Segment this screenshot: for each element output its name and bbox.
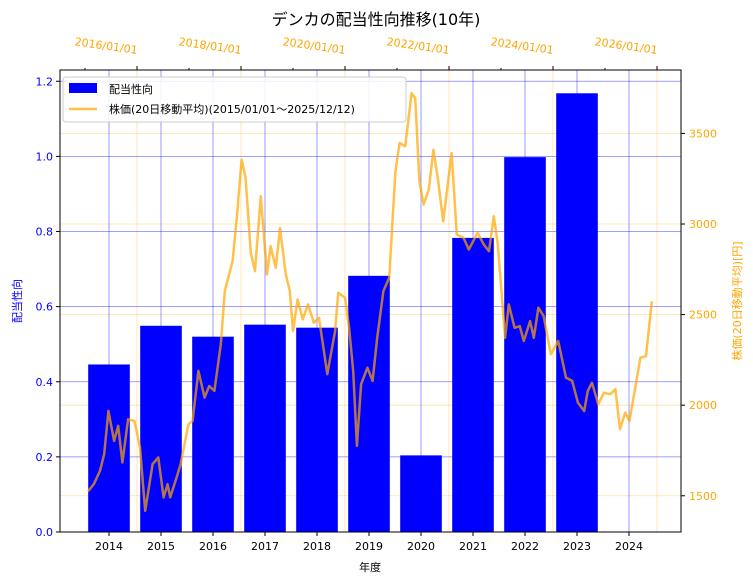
bar-2022 [504,157,546,532]
x-axis-label: 年度 [359,560,381,574]
left-axis-label: 配当性向 [10,279,24,323]
x-tick-label: 2022 [511,540,539,553]
legend-line-label: 株価(20日移動平均)(2015/01/01～2025/12/12) [109,102,355,116]
chart-title: デンカの配当性向推移(10年) [272,10,481,29]
top-tick-label: 2018/01/01 [178,35,243,57]
right-tick-label: 3500 [689,127,717,140]
bar-2017 [244,324,286,532]
right-tick-label: 2500 [689,309,717,322]
left-tick-label: 0.4 [36,376,54,389]
left-tick-label: 0.2 [36,451,54,464]
top-tick-label: 2020/01/01 [282,35,347,57]
bar-2018 [296,327,338,532]
right-tick-label: 1500 [689,490,717,503]
right-tick-label: 2000 [689,399,717,412]
x-tick-label: 2018 [303,540,331,553]
x-tick-label: 2019 [355,540,383,553]
left-tick-label: 1.0 [36,150,54,163]
plot-frame [59,69,682,533]
x-tick-label: 2017 [251,540,279,553]
x-tick-label: 2016 [199,540,227,553]
top-tick-label: 2026/01/01 [594,35,659,57]
bar-2023 [556,93,598,532]
legend: 配当性向 株価(20日移動平均)(2015/01/01～2025/12/12) [62,76,407,123]
legend-bar-swatch [69,83,97,93]
x-tick-label: 2020 [407,540,435,553]
bar-2021 [452,237,494,532]
left-tick-label: 1.2 [36,75,54,88]
top-tick-label: 2022/01/01 [386,35,451,57]
bars [88,93,598,532]
x-tick-label: 2021 [459,540,487,553]
bar-2020 [400,455,442,532]
left-tick-label: 0.0 [36,526,54,539]
bar-2016 [192,336,234,532]
x-tick-label: 2015 [147,540,175,553]
bar-2014 [88,364,130,532]
right-axis-label: 株価(20日移動平均)[円] [730,241,744,360]
x-tick-label: 2024 [615,540,643,553]
x-tick-label: 2014 [95,540,123,553]
top-tick-label: 2016/01/01 [74,35,139,57]
legend-bar-label: 配当性向 [109,82,153,96]
left-tick-label: 0.6 [36,301,54,314]
right-tick-label: 3000 [689,218,717,231]
x-tick-label: 2023 [563,540,591,553]
top-tick-label: 2024/01/01 [490,35,555,57]
left-tick-label: 0.8 [36,226,54,239]
price-line [87,91,654,513]
legend-box [62,76,407,123]
